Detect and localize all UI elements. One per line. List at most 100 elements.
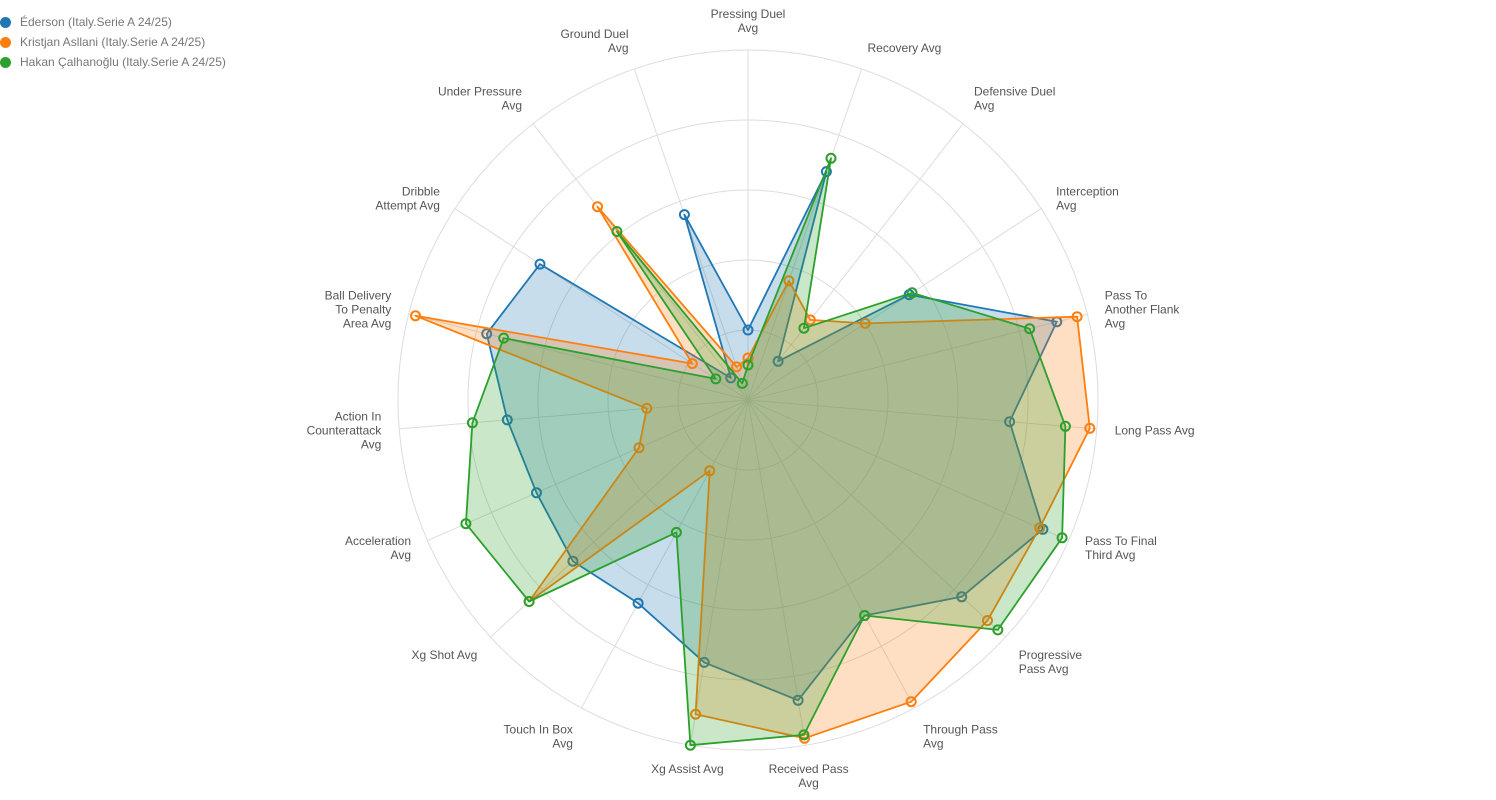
data-point-acceleration[interactable] [460, 518, 472, 530]
data-point-through-pass[interactable] [905, 696, 917, 708]
data-point-received-pass[interactable] [798, 729, 810, 741]
axis-label-line: Dribble [402, 185, 440, 199]
axis-label-line: Avg [1056, 199, 1076, 213]
data-point-long-pass[interactable] [1004, 416, 1016, 428]
axis-label-line: Pass To Final [1085, 534, 1157, 548]
data-point-touch-in-box[interactable] [632, 597, 644, 609]
axis-label-line: Avg [974, 99, 994, 113]
data-point-interception[interactable] [859, 317, 871, 329]
data-point-under-pressure[interactable] [592, 201, 603, 213]
axis-label-line: Counterattack [307, 423, 383, 437]
axis-label-pressing-duel: Pressing Duel Avg [711, 7, 786, 35]
data-point-ball-delivery-to-penalty-area[interactable] [410, 310, 421, 322]
data-point-through-pass[interactable] [859, 610, 871, 621]
data-point-xg-assist[interactable] [698, 656, 710, 668]
data-point-pass-to-another-flank[interactable] [1024, 323, 1036, 335]
data-point-acceleration[interactable] [633, 442, 645, 454]
axis-label-line: Interception [1056, 185, 1119, 199]
data-point-dribble-attempt[interactable] [710, 373, 722, 385]
axis-label-line: Another Flank [1105, 303, 1181, 317]
legend-item-calhanoglu[interactable]: Hakan Çalhanoğlu (Italy.Serie A 24/25) [0, 52, 226, 72]
axis-label-xg-shot: Xg Shot Avg [411, 648, 477, 662]
data-point-touch-in-box[interactable] [704, 465, 716, 477]
data-point-pressing-duel[interactable] [742, 359, 754, 371]
data-point-under-pressure[interactable] [725, 372, 737, 384]
data-point-xg-shot[interactable] [567, 555, 579, 567]
data-point-progressive-pass[interactable] [956, 591, 968, 603]
data-point-touch-in-box[interactable] [670, 526, 682, 538]
grid-spoke [532, 123, 749, 401]
data-point-defensive-duel[interactable] [798, 322, 810, 334]
legend-item-asllani[interactable]: Kristjan Asllani (Italy.Serie A 24/25) [0, 32, 226, 52]
axis-label-line: Action In [335, 409, 382, 423]
axis-label-line: Avg [798, 776, 818, 790]
legend-label: Kristjan Asllani (Italy.Serie A 24/25) [20, 35, 206, 49]
axis-label-line: Pressing Duel [711, 7, 786, 21]
axis-label-dribble-attempt: Dribble Attempt Avg [375, 185, 440, 213]
grid-spoke [689, 399, 749, 746]
axis-label-line: Long Pass Avg [1115, 423, 1195, 437]
data-point-pressing-duel[interactable] [742, 324, 754, 336]
data-point-action-in-counterattack[interactable] [501, 414, 513, 426]
data-point-recovery[interactable] [820, 166, 832, 178]
data-point-recovery[interactable] [783, 275, 795, 287]
grid-spoke [747, 399, 916, 709]
axis-label-line: Avg [608, 41, 628, 55]
data-point-dribble-attempt[interactable] [534, 258, 546, 270]
axis-label-under-pressure: Under Pressure Avg [438, 85, 522, 113]
axis-label-line: Xg Shot Avg [411, 648, 477, 662]
data-point-under-pressure[interactable] [611, 226, 623, 237]
axis-label-ball-delivery-to-penalty-area: Ball Delivery To Penalty Area Avg [325, 289, 392, 331]
data-point-xg-assist[interactable] [690, 708, 702, 720]
axis-label-xg-assist: Xg Assist Avg [651, 762, 724, 776]
axis-label-pass-to-final-third: Pass To Final Third Avg [1085, 534, 1157, 562]
data-point-received-pass[interactable] [792, 694, 804, 706]
data-point-recovery[interactable] [825, 152, 837, 164]
axis-label-line: Received Pass [769, 762, 849, 776]
axis-label-line: Avg [391, 548, 411, 562]
data-point-dribble-attempt[interactable] [686, 358, 698, 370]
data-point-pressing-duel[interactable] [742, 352, 754, 364]
axis-label-line: Acceleration [345, 534, 411, 548]
data-point-acceleration[interactable] [531, 487, 542, 499]
axis-label-line: Avg [923, 737, 943, 751]
grid-spoke [747, 208, 1042, 401]
axis-label-line: Avg [502, 99, 522, 113]
data-point-ball-delivery-to-penalty-area[interactable] [498, 332, 510, 344]
data-point-pass-to-final-third[interactable] [1034, 522, 1046, 534]
data-point-progressive-pass[interactable] [992, 624, 1004, 636]
grid-spoke [747, 399, 807, 746]
axis-label-line: Under Pressure [438, 85, 522, 99]
data-point-defensive-duel[interactable] [772, 355, 784, 367]
data-point-action-in-counterattack[interactable] [466, 417, 478, 429]
axis-label-line: Third Avg [1085, 548, 1135, 562]
data-point-long-pass[interactable] [1059, 420, 1071, 432]
axis-label-long-pass: Long Pass Avg [1115, 423, 1195, 437]
data-point-xg-assist[interactable] [684, 739, 696, 751]
axis-label-ground-duel: Ground Duel Avg [560, 27, 628, 55]
axis-label-pass-to-another-flank: Pass To Another Flank Avg [1105, 289, 1181, 331]
data-point-ground-duel[interactable] [678, 209, 690, 221]
legend-item-ederson[interactable]: Éderson (Italy.Serie A 24/25) [0, 12, 226, 32]
data-point-ground-duel[interactable] [736, 377, 748, 389]
legend-swatch [0, 16, 11, 28]
legend-label: Hakan Çalhanoğlu (Italy.Serie A 24/25) [20, 55, 226, 69]
data-point-xg-shot[interactable] [523, 596, 535, 607]
data-point-pass-to-final-third[interactable] [1056, 532, 1068, 544]
data-point-ball-delivery-to-penalty-area[interactable] [481, 328, 493, 340]
grid-spoke [747, 399, 1006, 638]
axis-label-line: Xg Assist Avg [651, 762, 724, 776]
grid-spoke [747, 399, 1069, 542]
data-point-pass-to-another-flank[interactable] [1071, 311, 1083, 323]
data-point-progressive-pass[interactable] [982, 615, 993, 626]
axis-label-line: Pass To [1105, 289, 1148, 303]
data-point-ground-duel[interactable] [731, 361, 743, 373]
data-point-action-in-counterattack[interactable] [641, 402, 653, 414]
grid-spoke [747, 68, 863, 401]
data-point-long-pass[interactable] [1084, 422, 1096, 434]
axis-label-line: Attempt Avg [375, 199, 439, 213]
data-point-interception[interactable] [906, 287, 918, 299]
legend-swatch [0, 56, 11, 68]
